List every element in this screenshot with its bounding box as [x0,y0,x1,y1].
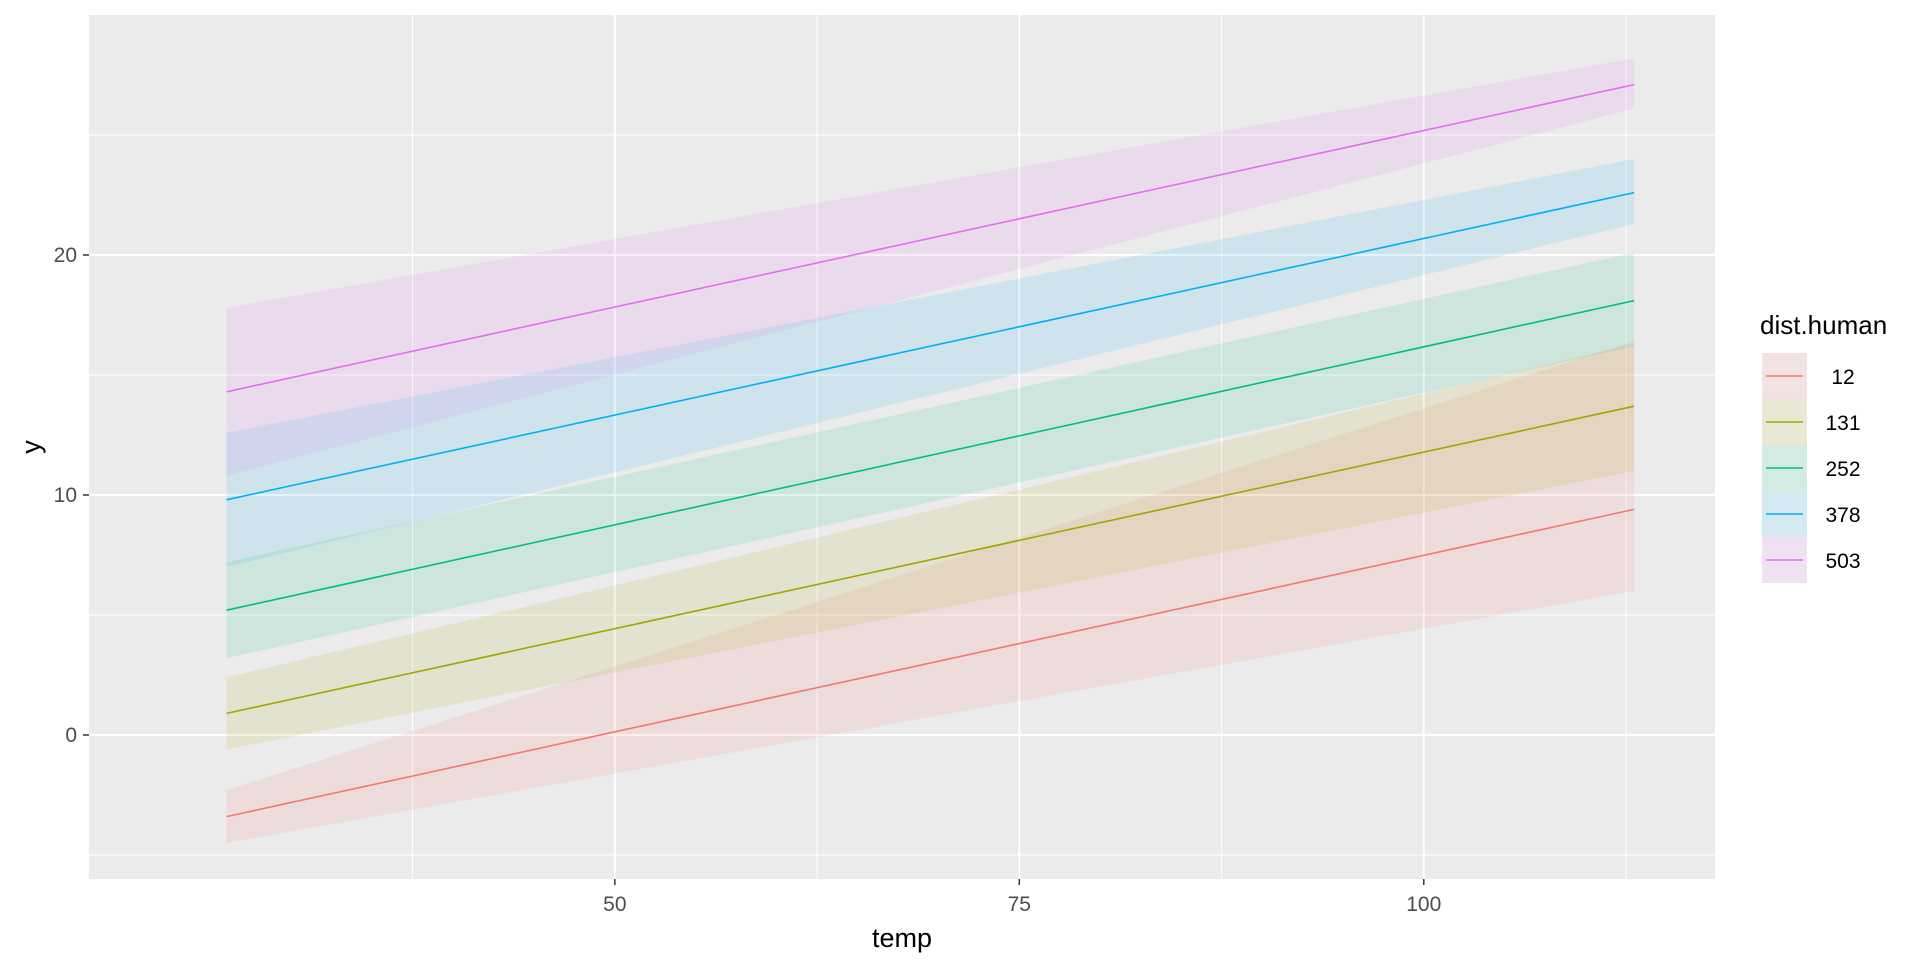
ribbon-503 [226,58,1635,476]
legend-label: 378 [1825,504,1860,527]
x-axis-title: temp [872,923,932,953]
grid-major [89,15,1715,879]
legend: dist.human 12 131 252 378 503 [1760,310,1887,583]
line-252 [226,299,1635,611]
ribbon-12 [226,341,1635,843]
legend-label: 503 [1825,550,1860,573]
y-tick-label: 0 [65,724,77,747]
y-axis-title: y [16,440,46,454]
x-tick-label: 100 [1406,893,1441,916]
y-tick-label: 20 [54,244,77,267]
ribbon-378 [226,159,1635,567]
line-503 [226,83,1635,393]
line-131 [226,405,1635,715]
legend-label: 12 [1831,366,1854,389]
y-tick-label: 10 [54,484,77,507]
x-axis: 50 75 100 [603,879,1441,916]
confidence-ribbons [226,58,1635,843]
line-378 [226,191,1635,501]
ribbon-131 [226,343,1635,750]
y-axis: 0 10 20 [54,244,89,747]
legend-label: 252 [1825,458,1860,481]
x-tick-label: 50 [603,893,626,916]
series-lines [226,83,1635,818]
legend-label: 131 [1825,412,1860,435]
legend-keys: 12 131 252 378 503 [1762,353,1861,583]
line-12 [226,508,1635,818]
grid-minor [89,15,1715,879]
legend-title: dist.human [1760,310,1887,340]
x-tick-label: 75 [1008,893,1031,916]
